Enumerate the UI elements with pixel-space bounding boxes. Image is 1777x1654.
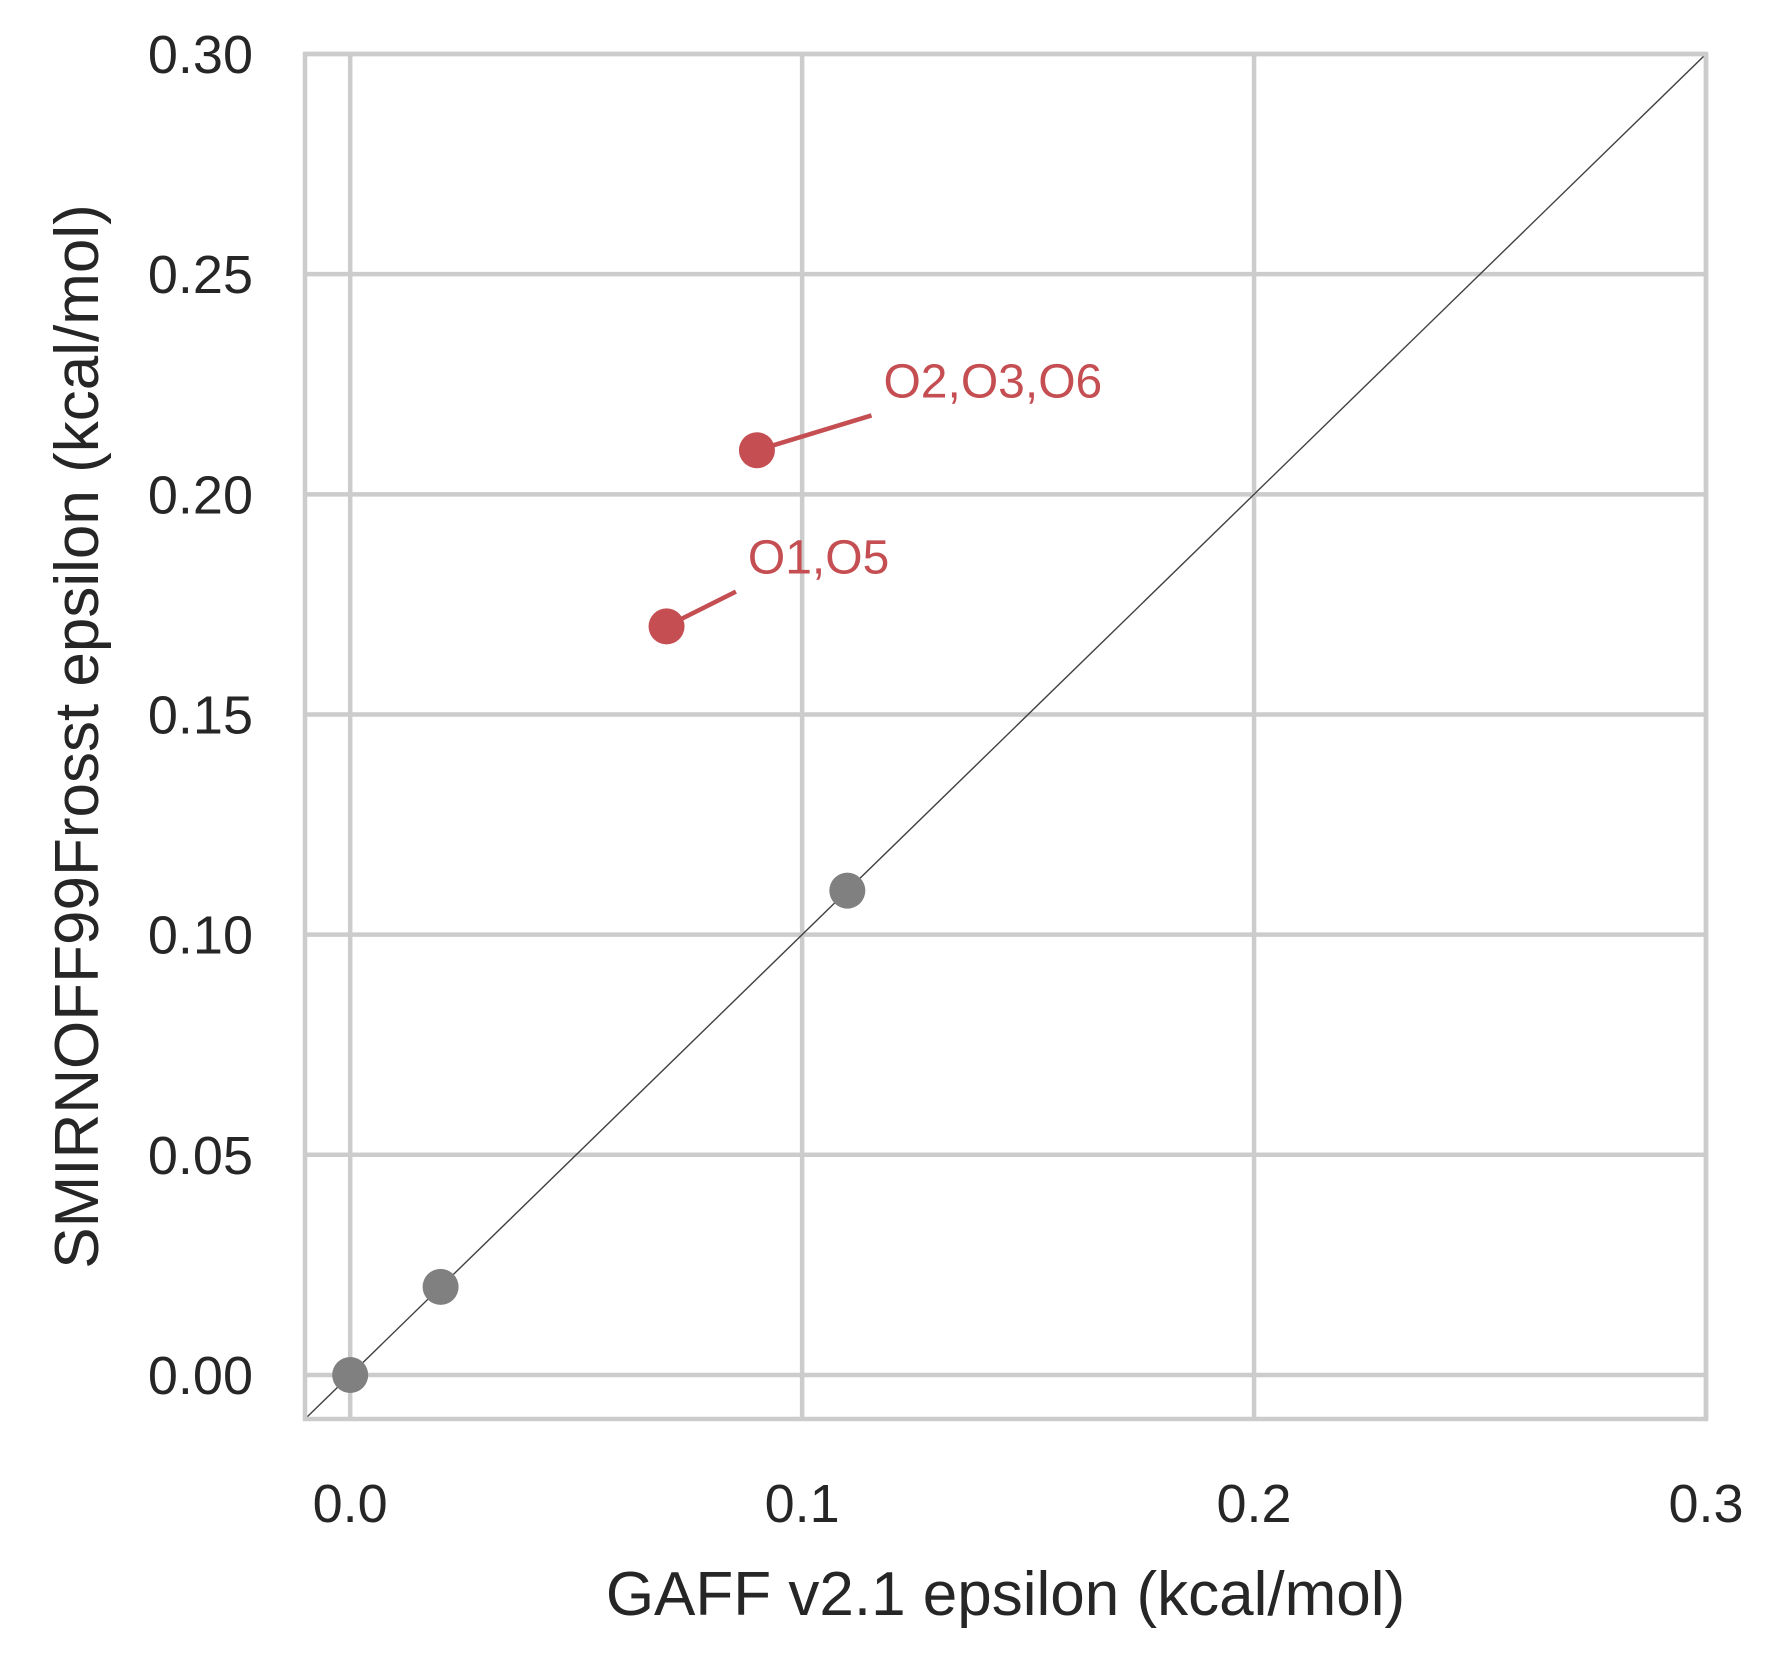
annotation-layer: O2,O3,O6 O1,O5 <box>665 355 1102 629</box>
x-tick-label: 0.1 <box>765 1474 840 1534</box>
y-tick-label: 0.20 <box>148 465 253 525</box>
y-tick-label: 0.05 <box>148 1126 253 1186</box>
data-point <box>648 608 685 645</box>
data-point <box>738 432 775 469</box>
plot-frame <box>302 51 1709 1422</box>
data-point <box>422 1268 459 1305</box>
y-tick-label: 0.25 <box>148 245 253 305</box>
annotation-label: O1,O5 <box>748 532 889 585</box>
data-point <box>332 1356 369 1393</box>
annotation-label: O2,O3,O6 <box>883 355 1102 408</box>
tick-label-layer: 0.0 0.1 0.2 0.3 0.00 0.05 0.10 0.15 0.20 0.25 0.30 <box>148 25 1744 1534</box>
y-tick-label: 0.10 <box>148 906 253 966</box>
data-point <box>829 872 866 909</box>
x-tick-label: 0.0 <box>313 1474 388 1534</box>
points-layer <box>332 432 866 1393</box>
annotation-arrow <box>756 413 873 453</box>
y-tick-label: 0.30 <box>148 25 253 85</box>
x-axis-label: GAFF v2.1 epsilon (kcal/mol) <box>606 1560 1405 1629</box>
y-tick-label: 0.00 <box>148 1346 253 1406</box>
x-tick-label: 0.2 <box>1217 1474 1292 1534</box>
identity-reference-line <box>304 53 1707 1420</box>
y-axis-label: SMIRNOFF99Frosst epsilon (kcal/mol) <box>43 204 112 1269</box>
y-tick-label: 0.15 <box>148 685 253 745</box>
x-tick-label: 0.3 <box>1668 1474 1743 1534</box>
